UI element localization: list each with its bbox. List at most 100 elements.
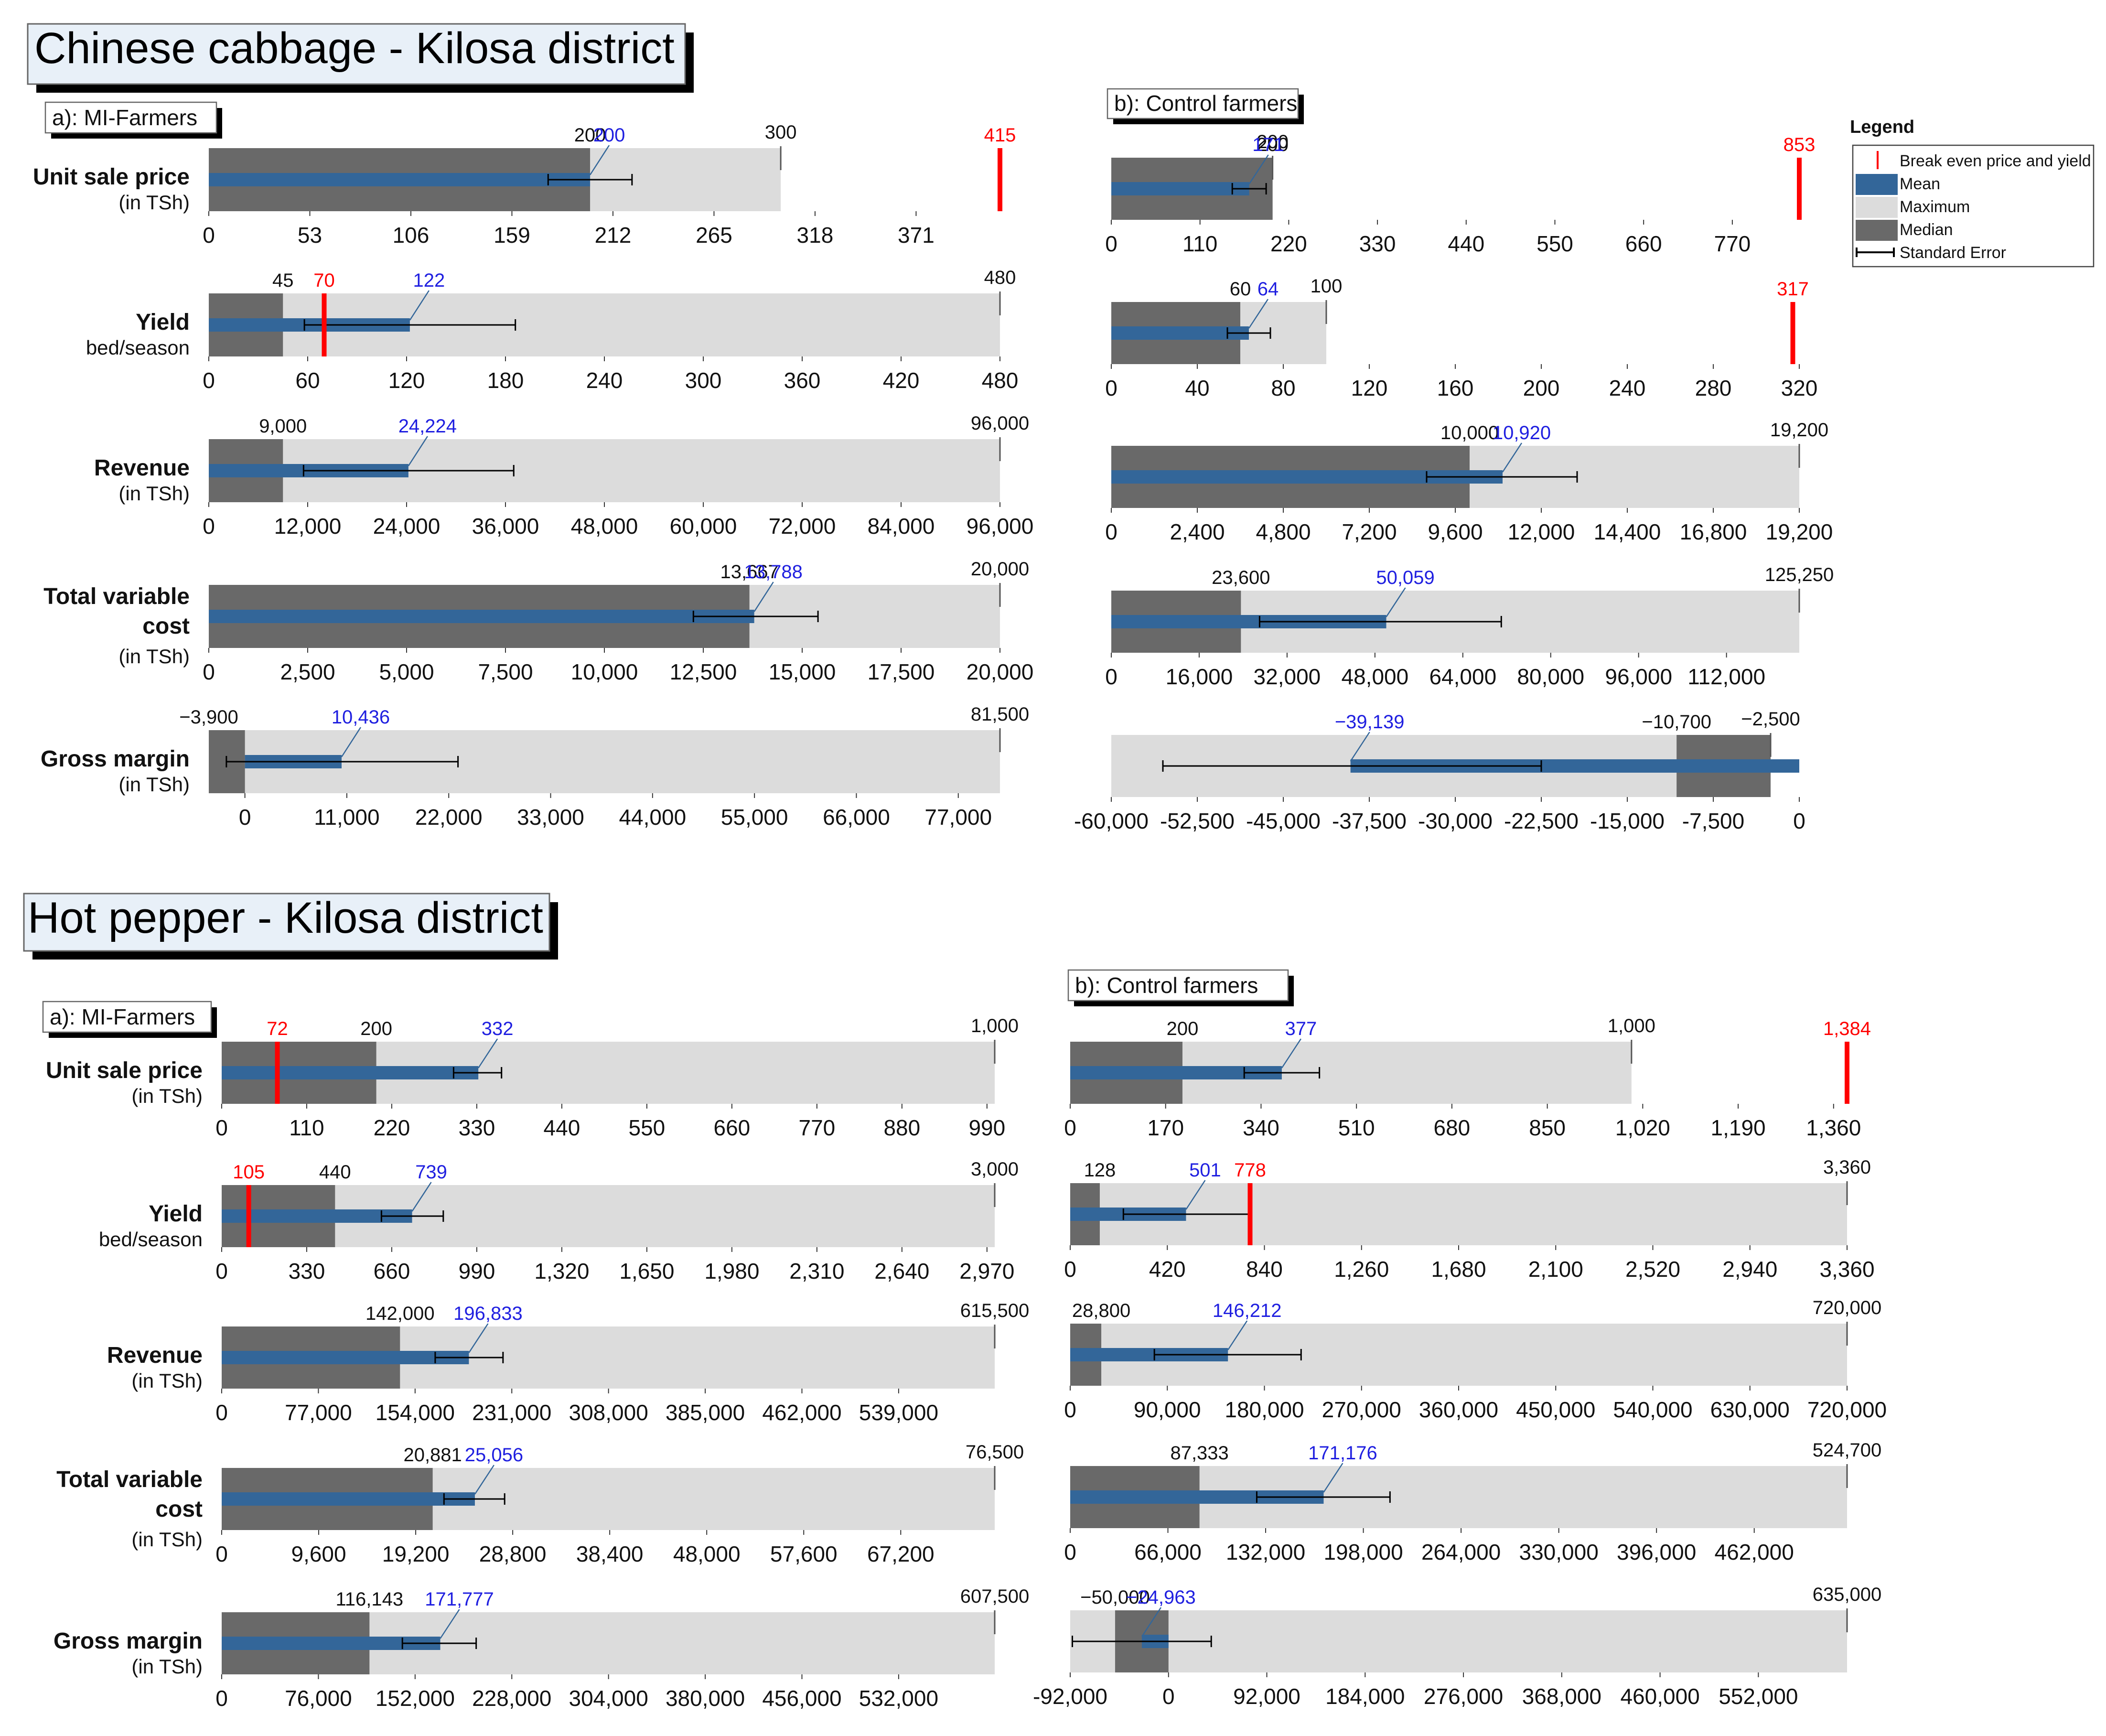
mean-label-leader [1323, 1463, 1343, 1493]
axis-tick-label: 231,000 [472, 1400, 551, 1425]
mean-label: −39,139 [1335, 712, 1405, 733]
mean-label-leader [1227, 1320, 1248, 1350]
row-unit: (in TSh) [131, 1085, 203, 1107]
axis-tick-label: -15,000 [1590, 809, 1665, 833]
axis-tick-label: 990 [459, 1259, 495, 1283]
axis-tick-label: 385,000 [666, 1400, 745, 1425]
axis-tick-label: 17,500 [868, 659, 935, 684]
axis-tick-label: -45,000 [1246, 809, 1321, 833]
mean-label-leader [408, 436, 428, 466]
axis-tick-label: 330 [289, 1259, 325, 1283]
bullet-chart-0-1-4: −2,500 −10,700 −39,139 -60,000 -52,500 -45,00… [1074, 709, 1805, 833]
axis-tick-label: 184,000 [1325, 1684, 1405, 1709]
axis-tick-label: 19,200 [1766, 519, 1833, 544]
axis-tick-label: 3,360 [1819, 1257, 1874, 1282]
axis-tick-label: 67,200 [867, 1542, 935, 1566]
axis-tick-label: 1,260 [1334, 1257, 1389, 1282]
row-label: Yield [136, 310, 190, 335]
axis-tick-label: 36,000 [472, 514, 539, 539]
median-label: 142,000 [365, 1303, 435, 1324]
mean-label: 332 [482, 1018, 514, 1039]
row-unit: (in TSh) [118, 773, 190, 796]
axis-tick-label: 330 [459, 1115, 495, 1140]
axis-tick-label: 240 [1609, 376, 1646, 400]
axis-tick-label: 228,000 [472, 1686, 551, 1711]
break-even-label: 70 [313, 270, 335, 291]
axis-tick-label: 60,000 [670, 514, 737, 539]
mean-label: 50,059 [1376, 567, 1434, 588]
axis-tick-label: 660 [374, 1259, 410, 1283]
axis-tick-label: 7,500 [478, 659, 533, 684]
group-label-box [1067, 969, 1289, 1002]
bullet-chart-1-0-2: Revenue(in TSh) 615,500 142,000 196,833 0 77,… [107, 1300, 1029, 1425]
median-label: −10,700 [1642, 712, 1711, 733]
maximum-label: 125,250 [1765, 564, 1834, 585]
bullet-chart-1-1-4: 635,000 −50,000−24,963 -92,000 0 92,000 184,0… [1033, 1584, 1881, 1709]
maximum-label: 76,500 [966, 1442, 1024, 1463]
group-label: a): MI-Farmers [50, 1004, 195, 1029]
mean-bar [222, 1066, 479, 1079]
axis-tick-label: 152,000 [376, 1686, 455, 1711]
axis-tick-label: 0 [215, 1542, 228, 1566]
maximum-label: 20,000 [971, 559, 1029, 580]
axis-tick-label: 320 [1781, 376, 1818, 400]
axis-tick-label: 84,000 [868, 514, 935, 539]
maximum-label: 96,000 [971, 413, 1029, 434]
row-unit: (in TSh) [131, 1528, 203, 1551]
axis-tick-label: 0 [215, 1686, 228, 1711]
axis-tick-label: 240 [586, 368, 623, 393]
axis-tick-label: 10,000 [571, 659, 638, 684]
row-unit: (in TSh) [118, 645, 190, 668]
mean-label-leader [478, 1038, 498, 1068]
mean-bar [1111, 182, 1249, 195]
axis-tick-label: 2,940 [1722, 1257, 1777, 1282]
median-label: 28,800 [1072, 1300, 1130, 1321]
legend-item-label: Maximum [1900, 198, 1970, 216]
axis-tick-label: 840 [1246, 1257, 1283, 1282]
title-box [27, 23, 686, 85]
axis-tick-label: 180,000 [1225, 1397, 1304, 1422]
break-even-marker [322, 293, 327, 356]
mean-label-leader [590, 145, 610, 175]
maximum-label: 1,000 [971, 1015, 1019, 1036]
axis-tick-label: 160 [1437, 376, 1474, 400]
bullet-chart-0-0-2: Revenue(in TSh) 96,000 9,000 24,224 0 12,000 2… [94, 413, 1033, 539]
maximum-label: 1,000 [1608, 1015, 1655, 1036]
axis-tick-label: 12,500 [670, 659, 737, 684]
axis-tick-label: 265 [696, 223, 732, 248]
title-box [23, 893, 550, 952]
row-label: cost [142, 614, 190, 639]
axis-tick-label: 4,800 [1256, 519, 1311, 544]
mean-bar [222, 1492, 475, 1506]
mean-label: 146,212 [1213, 1300, 1282, 1321]
axis-tick-label: 80,000 [1517, 664, 1584, 689]
break-even-label: 778 [1234, 1160, 1266, 1181]
bullet-chart-1-0-0: Unit sale price(in TSh) 72 1,000 200 332 0 110… [46, 1015, 1019, 1140]
axis-tick-label: 510 [1338, 1115, 1375, 1140]
axis-tick-label: 180 [487, 368, 524, 393]
axis-tick-label: 1,980 [704, 1259, 759, 1283]
mean-label-leader [440, 1609, 460, 1639]
bullet-chart-1-0-3: Total variable cost (in TSh) 76,500 20,881 25… [56, 1442, 1024, 1566]
median-label: 20,881 [403, 1445, 462, 1466]
median-label: 200 [360, 1018, 392, 1039]
mean-label-leader [1141, 1607, 1161, 1637]
maximum-label: 607,500 [960, 1586, 1030, 1607]
axis-tick-label: 40 [1185, 376, 1209, 400]
mean-label: 25,056 [465, 1445, 523, 1466]
axis-tick-label: 32,000 [1254, 664, 1321, 689]
axis-tick-label: 540,000 [1613, 1397, 1692, 1422]
group-1-1: b): Control farmers 1,384 1,000 200 377 0 170 3… [1033, 969, 1887, 1709]
axis-tick-label: 0 [203, 514, 215, 539]
mean-label-leader [753, 582, 774, 612]
maximum-label: 480 [984, 267, 1016, 288]
axis-tick-label: 0 [215, 1400, 228, 1425]
axis-tick-label: 9,600 [1428, 519, 1483, 544]
axis-tick-label: 420 [1149, 1257, 1186, 1282]
bullet-chart-0-1-1: 317 100 60 64 0 40 80 120 160 200 240 280 320 [1105, 276, 1817, 400]
row-unit: (in TSh) [118, 482, 190, 505]
